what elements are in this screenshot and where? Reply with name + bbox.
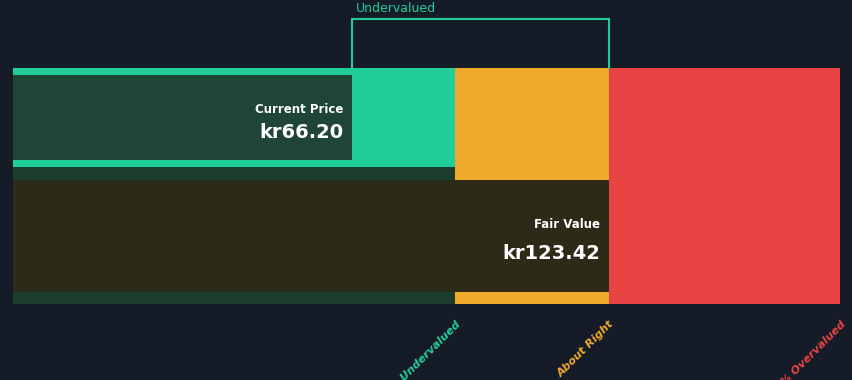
Text: Current Price: Current Price [255,103,343,116]
Bar [607,167,839,304]
Bar [13,167,455,304]
Text: 20% Undervalued: 20% Undervalued [377,319,462,380]
Bar [13,180,607,292]
Bar [13,68,455,167]
Bar [13,75,352,160]
Text: kr66.20: kr66.20 [259,123,343,142]
Text: kr123.42: kr123.42 [502,244,599,263]
Bar [607,68,839,167]
Text: About Right: About Right [555,319,615,379]
Text: Undervalued: Undervalued [356,2,436,15]
Bar [455,167,607,304]
Text: Fair Value: Fair Value [533,218,599,231]
Text: 20% Overvalued: 20% Overvalued [767,319,846,380]
Bar [455,68,607,167]
